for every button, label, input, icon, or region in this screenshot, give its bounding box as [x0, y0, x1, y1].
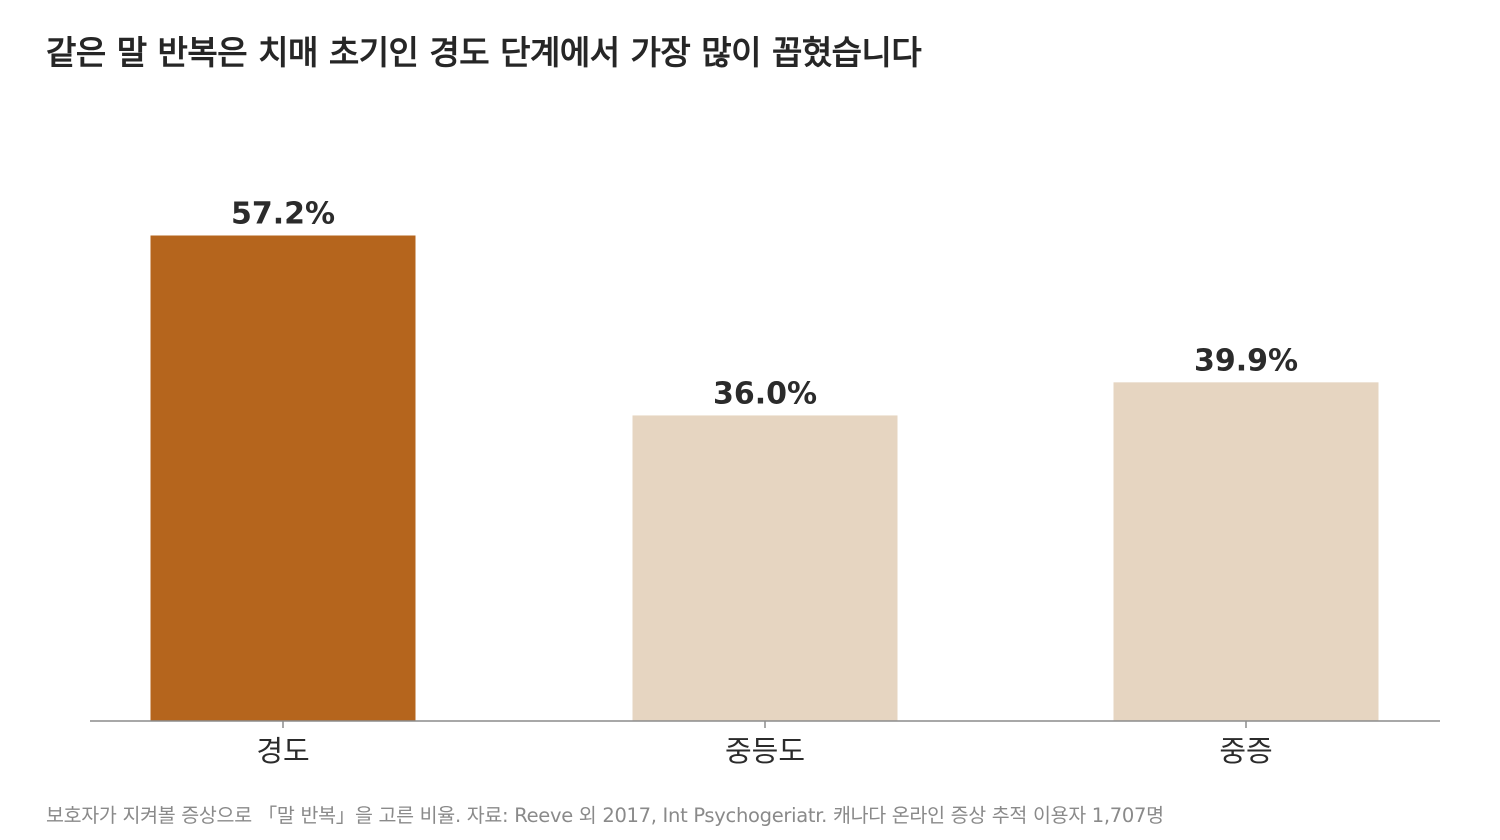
- bar-3: [1113, 382, 1379, 721]
- x-axis-ticks-group: [282, 721, 1247, 728]
- value-label-3: 39.9%: [1194, 343, 1298, 378]
- value-labels-group: 57.2% 36.0% 39.9%: [231, 197, 1298, 412]
- source-note: 보호자가 지켜볼 증상으로 「말 반복」을 고른 비율. 자료: Reeve 외…: [46, 804, 1164, 827]
- value-label-2: 36.0%: [713, 376, 817, 411]
- x-tick-label-2: 중등도: [725, 734, 805, 768]
- bar-1: [150, 235, 416, 721]
- x-tick-label-3: 중증: [1219, 734, 1272, 768]
- value-label-1: 57.2%: [231, 197, 335, 232]
- x-axis-labels-group: 경도 중등도 중증: [256, 734, 1272, 768]
- chart-title: 같은 말 반복은 치매 초기인 경도 단계에서 가장 많이 꼽혔습니다: [46, 33, 922, 72]
- x-tick-label-1: 경도: [256, 734, 309, 768]
- bar-2: [632, 415, 898, 721]
- bars-group: [150, 235, 1379, 721]
